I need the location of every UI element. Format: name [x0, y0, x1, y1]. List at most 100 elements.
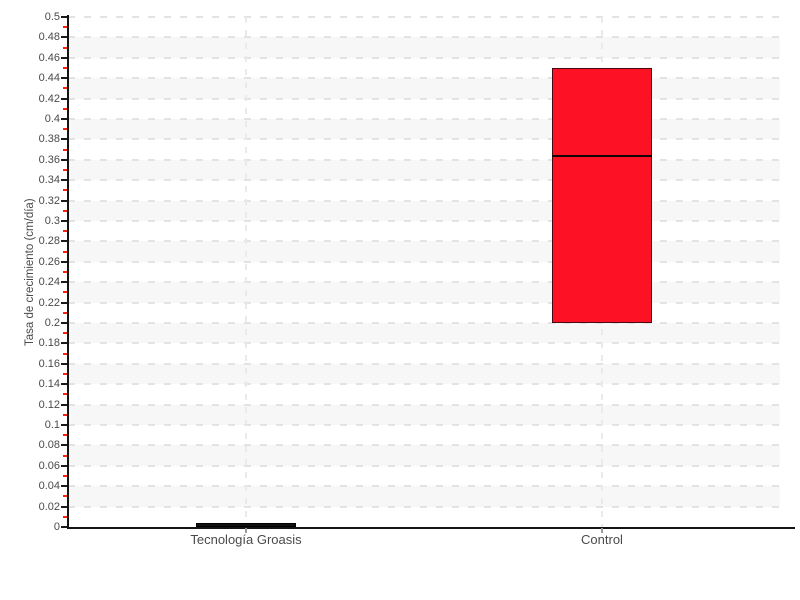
h-gridline [68, 403, 780, 406]
y-tick-label: 0.4 [44, 113, 60, 125]
y-minor-tick [63, 230, 67, 233]
y-major-tick [61, 36, 67, 39]
y-major-tick [61, 240, 67, 243]
y-major-tick [61, 97, 67, 100]
y-major-tick [61, 158, 67, 161]
y-tick-label: 0.5 [44, 11, 60, 23]
y-tick-label: 0.14 [38, 378, 60, 391]
grid-band [68, 37, 780, 58]
h-gridline [68, 444, 780, 447]
y-minor-tick [63, 393, 67, 396]
y-axis-line [66, 15, 69, 529]
y-major-tick [61, 322, 67, 324]
y-tick-label: 0.24 [38, 276, 60, 289]
y-major-tick [61, 403, 67, 406]
y-minor-tick [63, 250, 67, 253]
h-gridline [68, 118, 780, 120]
h-gridline [68, 485, 780, 488]
grid-band [68, 282, 780, 303]
grid-band [68, 241, 780, 262]
y-minor-tick [63, 67, 67, 69]
y-major-tick [61, 505, 67, 508]
y-tick-label: 0.32 [38, 194, 60, 207]
y-major-tick [61, 485, 67, 488]
grid-band [68, 78, 780, 99]
h-gridline [68, 342, 780, 345]
y-tick-label: 0.46 [38, 51, 60, 64]
y-minor-tick [63, 46, 67, 49]
h-gridline [68, 322, 780, 324]
y-major-tick [61, 383, 67, 386]
y-tick-label: 0.06 [38, 459, 60, 472]
y-major-tick [61, 444, 67, 447]
y-major-tick [61, 179, 67, 182]
y-minor-tick [63, 454, 67, 457]
x-axis-line [66, 526, 795, 529]
y-minor-tick [63, 209, 67, 212]
y-minor-tick [63, 413, 67, 416]
y-tick-label: 0.22 [38, 296, 60, 309]
y-tick-label: 0.42 [38, 92, 60, 105]
h-gridline [68, 16, 780, 18]
grid-band [68, 159, 780, 181]
h-gridline [68, 260, 780, 263]
y-tick-label: 0.02 [38, 500, 60, 513]
y-major-tick [61, 118, 67, 120]
grid-band [68, 445, 780, 466]
y-tick-label: 0.44 [38, 72, 60, 85]
y-major-tick [61, 342, 67, 345]
y-major-tick [61, 301, 67, 304]
y-major-tick [61, 526, 67, 528]
y-major-tick [61, 362, 67, 365]
y-tick-label: 0.3 [44, 215, 60, 227]
y-major-tick [61, 77, 67, 80]
y-minor-tick [63, 128, 67, 131]
y-minor-tick [63, 291, 67, 294]
y-tick-label: 0.1 [44, 419, 60, 431]
y-major-tick [61, 281, 67, 284]
h-gridline [68, 158, 780, 161]
y-tick-label: 0.16 [38, 357, 60, 370]
y-minor-tick [63, 311, 67, 314]
y-tick-label: 0.04 [38, 480, 60, 493]
grid-band [68, 486, 780, 507]
box-tecnolog-a-groasis [196, 522, 296, 527]
y-tick-label: 0.12 [38, 398, 60, 411]
y-minor-tick [63, 352, 67, 355]
y-major-tick [61, 199, 67, 202]
h-gridline [68, 240, 780, 243]
x-category-tick [245, 528, 247, 533]
y-tick-label: 0.08 [38, 439, 60, 452]
y-major-tick [61, 56, 67, 59]
y-minor-tick [63, 475, 67, 477]
y-tick-label: 0.36 [38, 153, 60, 166]
y-minor-tick [63, 189, 67, 192]
median-line-control [552, 154, 652, 157]
y-minor-tick [63, 271, 67, 273]
y-major-tick [61, 16, 67, 18]
h-gridline [68, 97, 780, 100]
h-gridline [68, 36, 780, 39]
box-control [552, 68, 652, 323]
h-gridline [68, 220, 780, 222]
y-minor-tick [63, 107, 67, 110]
y-tick-label: 0.38 [38, 133, 60, 146]
y-tick-label: 0.28 [38, 235, 60, 248]
y-minor-tick [63, 373, 67, 375]
y-major-tick [61, 138, 67, 141]
y-major-tick [61, 424, 67, 426]
h-gridline [68, 179, 780, 182]
y-major-tick [61, 220, 67, 222]
y-minor-tick [63, 515, 67, 518]
grid-band [68, 323, 780, 344]
y-minor-tick [63, 332, 67, 335]
x-category-label: Control [581, 532, 623, 547]
h-gridline [68, 505, 780, 508]
h-gridline [68, 56, 780, 59]
h-gridline [68, 199, 780, 202]
y-minor-tick [63, 26, 67, 29]
y-minor-tick [63, 169, 67, 171]
h-gridline [68, 362, 780, 365]
